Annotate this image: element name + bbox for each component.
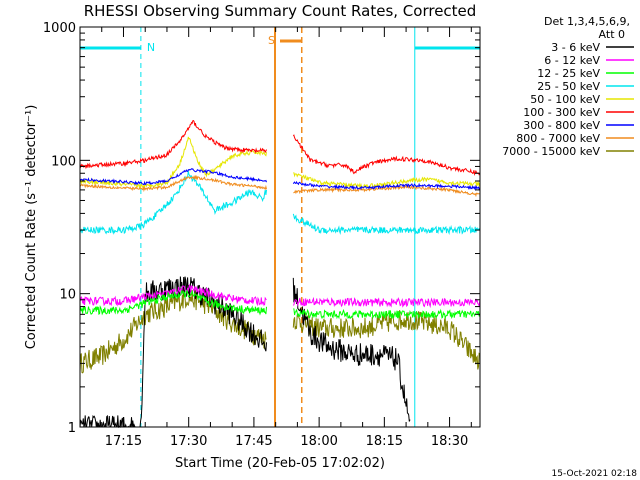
legend-label: 25 - 50 keV: [537, 80, 600, 93]
legend-label: 800 - 7000 keV: [516, 132, 600, 145]
series-line: [79, 120, 481, 177]
series-line: [79, 168, 481, 192]
plot-frame: [79, 26, 481, 428]
legend-label: 300 - 800 keV: [523, 119, 600, 132]
series-line: [79, 288, 480, 320]
y-tick-label: 1: [68, 421, 76, 436]
x-tick-label: 18:15: [366, 434, 403, 449]
saa-label: S: [268, 34, 275, 47]
y-tick-label: 1000: [43, 21, 76, 36]
timestamp: 15-Oct-2021 02:18: [552, 469, 638, 479]
x-tick-label: 18:30: [431, 434, 468, 449]
series-line: [79, 174, 480, 198]
series-line: [79, 276, 411, 429]
plot-area: NS: [79, 27, 481, 429]
y-tick-label: 10: [59, 288, 76, 303]
legend-header-detectors: Det 1,3,4,5,6,9,: [544, 15, 630, 28]
legend-header-attenuator: Att 0: [599, 28, 625, 41]
night-label: N: [147, 41, 155, 54]
series-line: [79, 170, 481, 236]
x-tick-label: 17:30: [170, 434, 207, 449]
legend-label: 3 - 6 keV: [551, 41, 600, 54]
legend-label: 50 - 100 keV: [530, 93, 600, 106]
legend-label: 7000 - 15000 keV: [502, 145, 600, 158]
y-axis-label: Corrected Count Rate (s⁻¹ detector⁻¹): [24, 105, 39, 350]
y-tick-label: 100: [51, 154, 76, 169]
x-axis: 17:15 17:30 17:45 18:00 18:15 18:30: [79, 27, 472, 449]
legend-label: 6 - 12 keV: [544, 54, 600, 67]
x-tick-label: 17:15: [105, 434, 142, 449]
legend-label: 12 - 25 keV: [537, 67, 600, 80]
chart-title: RHESSI Observing Summary Count Rates, Co…: [84, 2, 477, 20]
x-axis-label: Start Time (20-Feb-05 17:02:02): [175, 456, 385, 471]
x-tick-label: 17:45: [235, 434, 272, 449]
series-line: [79, 283, 481, 309]
legend-label: 100 - 300 keV: [523, 106, 600, 119]
x-tick-label: 18:00: [300, 434, 337, 449]
y-axis: 1 10 100 1000: [43, 21, 480, 436]
